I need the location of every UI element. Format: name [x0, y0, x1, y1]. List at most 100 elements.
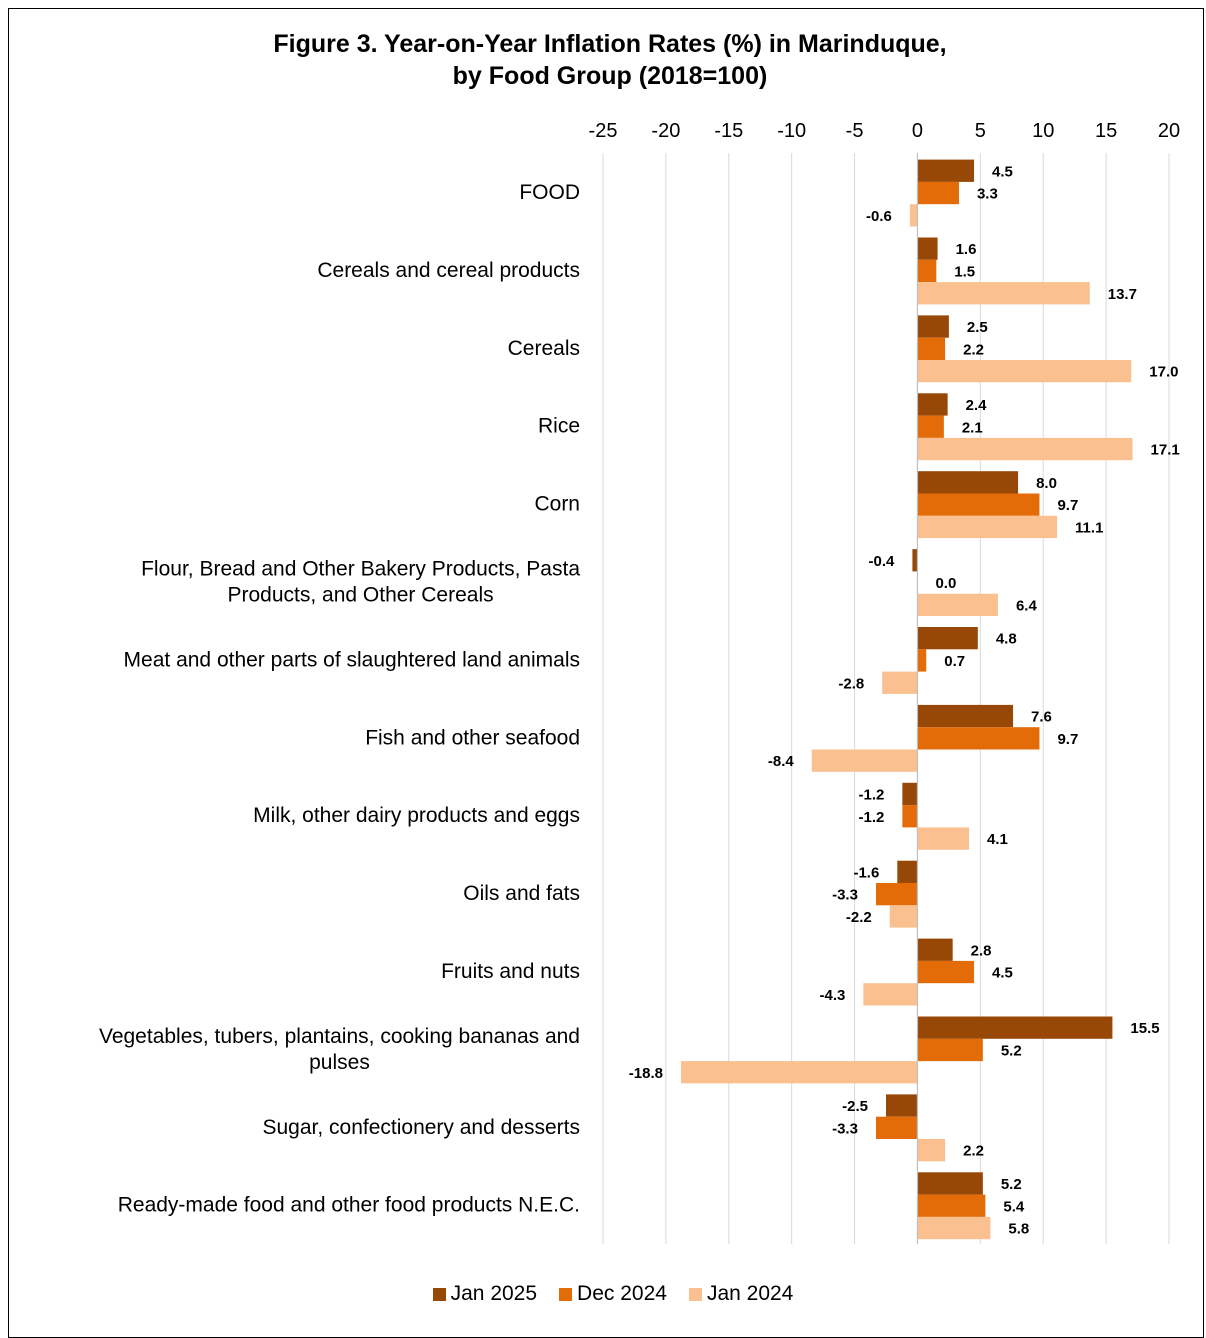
- data-label: 4.1: [987, 831, 1008, 848]
- legend-swatch: [432, 1287, 446, 1301]
- legend-item: Jan 2025: [432, 1282, 538, 1306]
- data-label: 4.8: [996, 631, 1017, 648]
- data-label: -3.3: [832, 1120, 858, 1137]
- chart-title-line-2: by Food Group (2018=100): [452, 62, 768, 90]
- x-tick-label: -25: [589, 120, 618, 142]
- x-tick-label: -10: [777, 120, 806, 142]
- data-label: 5.2: [1001, 1176, 1022, 1193]
- bar: [889, 905, 918, 928]
- data-label: -2.5: [842, 1098, 868, 1115]
- x-axis-ticks: -25 -20 -15 -10 -5 0 5 10 15 20: [589, 120, 1181, 142]
- bar: [917, 960, 975, 984]
- x-tick-label: 20: [1158, 120, 1180, 142]
- data-label: 4.5: [992, 163, 1013, 180]
- chart-title: Figure 3. Year-on-Year Inflation Rates (…: [0, 28, 1206, 92]
- data-label: -0.4: [869, 553, 896, 570]
- bar: [811, 749, 918, 772]
- bar: [917, 159, 975, 182]
- x-tick-label: 10: [1032, 120, 1054, 142]
- data-label: 5.2: [1001, 1042, 1022, 1059]
- category-label: FOOD: [519, 181, 580, 204]
- data-label: 3.3: [977, 186, 998, 203]
- bar: [917, 360, 1132, 383]
- data-label: 6.4: [1016, 597, 1038, 614]
- category-label-line: Milk, other dairy products and eggs: [253, 804, 580, 827]
- category-label: Rice: [538, 415, 580, 438]
- bar: [917, 1216, 991, 1240]
- data-label: -4.3: [820, 987, 846, 1004]
- legend-swatch: [688, 1287, 702, 1301]
- bar: [917, 515, 1058, 539]
- bar: [902, 805, 918, 828]
- data-label: 5.4: [1003, 1198, 1025, 1215]
- category-label: Fruits and nuts: [441, 960, 580, 983]
- bar: [917, 337, 946, 360]
- data-label: -3.3: [832, 887, 858, 904]
- bar: [917, 415, 944, 438]
- data-label: 2.5: [967, 319, 988, 336]
- bar: [917, 259, 937, 283]
- bar: [917, 827, 970, 850]
- data-label: 7.6: [1031, 709, 1052, 726]
- data-label: 1.6: [956, 241, 977, 258]
- category-label-line: pulses: [309, 1051, 370, 1074]
- data-label: 11.1: [1075, 519, 1103, 536]
- category-label-line: Flour, Bread and Other Bakery Products, …: [141, 557, 580, 580]
- x-tick-label: 5: [975, 120, 986, 142]
- bar: [875, 883, 918, 906]
- bar: [917, 704, 1014, 728]
- bar: [917, 1016, 1113, 1039]
- bar: [917, 727, 1040, 750]
- bar: [917, 493, 1040, 516]
- data-label: 2.1: [962, 419, 983, 436]
- category-label: Sugar, confectionery and desserts: [262, 1116, 580, 1139]
- bar: [886, 1094, 918, 1117]
- category-labels: FOOD Cereals and cereal products Cereals R…: [99, 181, 580, 1217]
- data-label: 17.1: [1151, 442, 1180, 459]
- category-label: Vegetables, tubers, plantains, cooking b…: [99, 1025, 580, 1074]
- data-label: -8.4: [768, 753, 795, 770]
- category-label-line: Products, and Other Cereals: [227, 583, 493, 606]
- x-tick-label: 15: [1095, 120, 1117, 142]
- category-label-line: Cereals: [508, 337, 580, 360]
- legend-label: Jan 2025: [450, 1282, 538, 1305]
- legend-label: Jan 2024: [706, 1282, 794, 1305]
- bar: [912, 549, 918, 572]
- data-label: -0.6: [866, 208, 892, 225]
- bar: [917, 1194, 986, 1217]
- bar: [917, 237, 938, 260]
- legend-label: Dec 2024: [577, 1282, 667, 1305]
- x-tick-label: -15: [714, 120, 743, 142]
- data-label: -1.2: [858, 786, 884, 803]
- category-label-line: Vegetables, tubers, plantains, cooking b…: [99, 1025, 580, 1048]
- x-tick-label: -20: [651, 120, 680, 142]
- data-label: 4.5: [992, 965, 1013, 982]
- legend-swatch: [559, 1287, 573, 1301]
- bars: [680, 159, 1133, 1240]
- data-label: 13.7: [1108, 286, 1137, 303]
- bar: [917, 1172, 983, 1195]
- data-label: 2.8: [971, 942, 992, 959]
- x-tick-label: -5: [846, 120, 864, 142]
- data-label: 8.0: [1036, 475, 1057, 492]
- bar: [909, 204, 918, 227]
- category-label-line: Cereals and cereal products: [317, 259, 580, 282]
- data-labels: 4.5 3.3 -0.6 1.6 1.5 13.7 2.5 2.2 17.0 2.4 2.1 17.1…: [629, 163, 1180, 1237]
- data-label: 5.8: [1008, 1221, 1029, 1238]
- category-label-line: Meat and other parts of slaughtered land…: [124, 648, 580, 671]
- bar: [863, 983, 918, 1006]
- legend: Jan 2025 Dec 2024 Jan 2024: [0, 1282, 1206, 1306]
- bar: [875, 1116, 918, 1139]
- category-label: Cereals and cereal products: [317, 259, 580, 282]
- category-label: Fish and other seafood: [365, 726, 580, 749]
- category-label: Oils and fats: [463, 882, 580, 905]
- category-label: Meat and other parts of slaughtered land…: [124, 648, 580, 671]
- bar: [917, 181, 959, 205]
- bar: [917, 1038, 983, 1062]
- category-label: Cereals: [508, 337, 580, 360]
- legend-item: Dec 2024: [559, 1282, 667, 1306]
- bar: [917, 393, 948, 416]
- category-label-line: Sugar, confectionery and desserts: [262, 1116, 580, 1139]
- data-label: 2.2: [963, 341, 984, 358]
